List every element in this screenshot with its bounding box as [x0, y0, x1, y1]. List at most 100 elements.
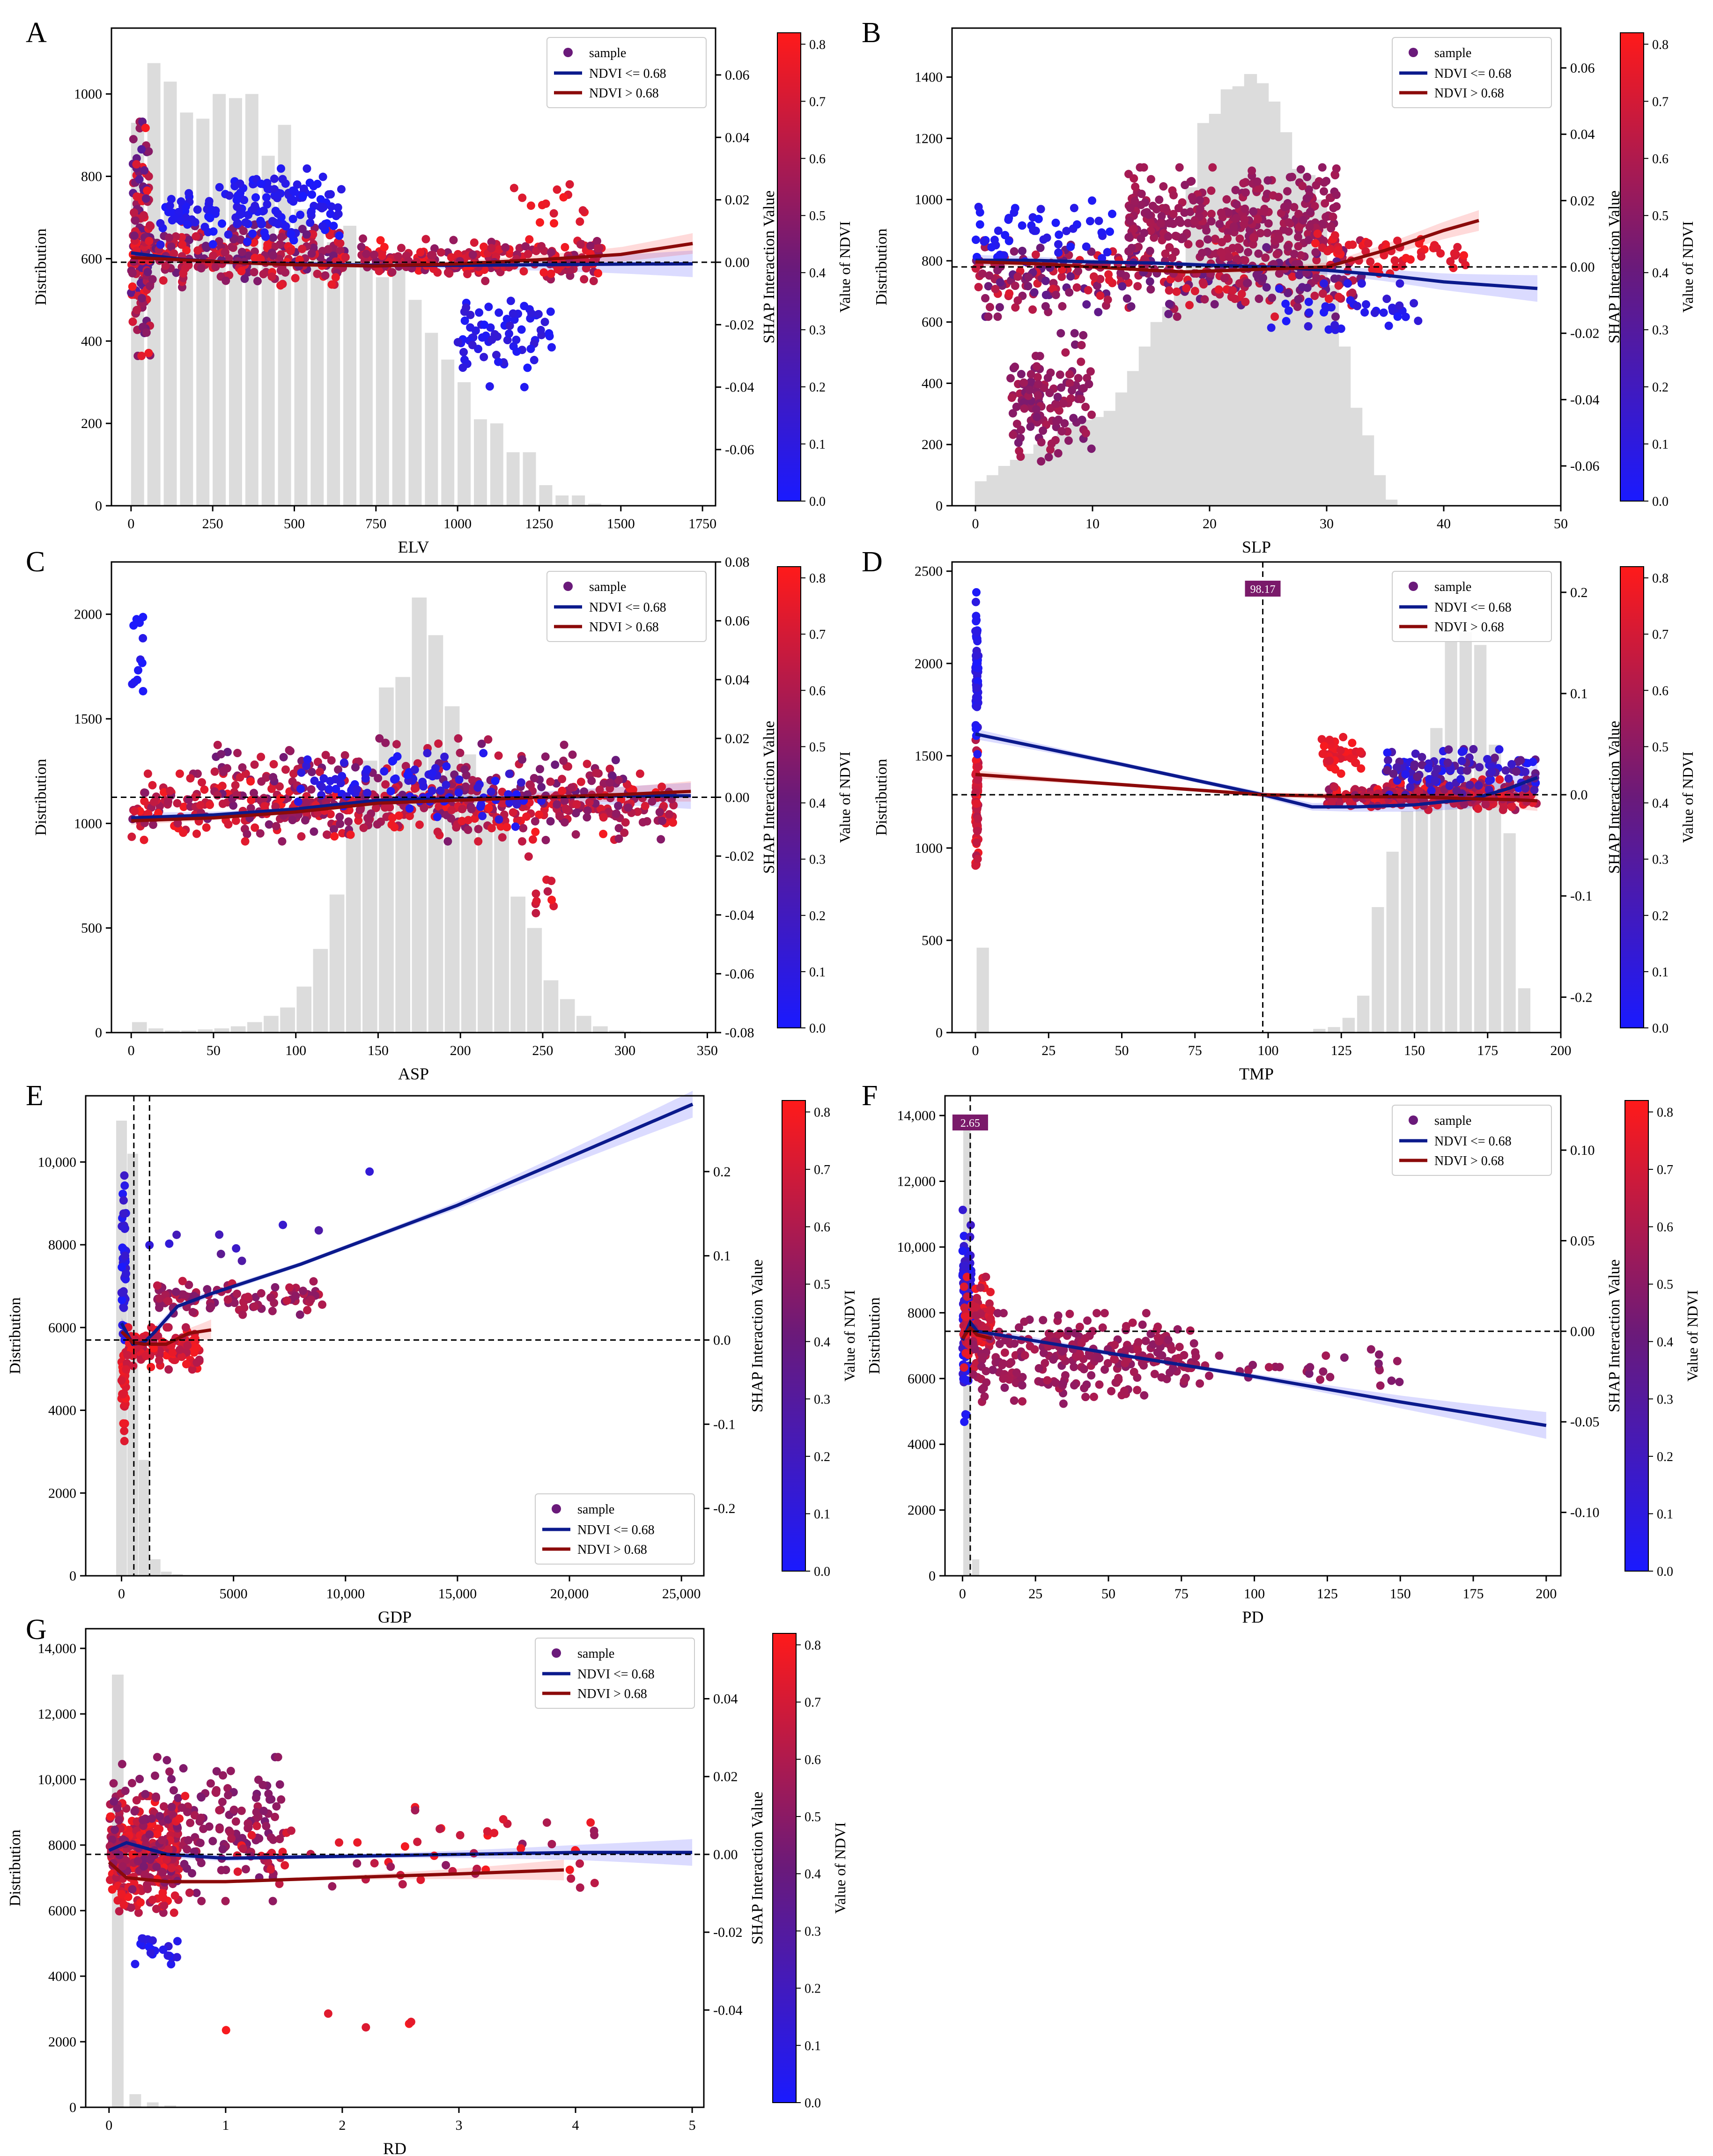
scatter-point	[614, 834, 623, 843]
scatter-point	[115, 1816, 124, 1825]
scatter-point	[1077, 1339, 1086, 1348]
scatter-point	[526, 201, 535, 210]
scatter-point	[149, 1344, 158, 1353]
scatter-point	[185, 1280, 193, 1289]
scatter-point	[131, 216, 140, 225]
colorbar-tick-label: 0.2	[1652, 909, 1669, 923]
scatter-point	[1334, 293, 1343, 302]
hist-bar	[280, 1007, 295, 1033]
scatter-point	[165, 1239, 174, 1248]
scatter-point	[129, 135, 138, 144]
scatter-point	[301, 816, 310, 825]
scatter-point	[148, 781, 157, 790]
scatter-point	[1087, 1371, 1096, 1380]
scatter-point	[430, 244, 439, 253]
scatter-point	[152, 1862, 161, 1871]
scatter-point	[1384, 321, 1393, 330]
scatter-point	[1264, 219, 1273, 228]
scatter-point	[1024, 282, 1033, 291]
scatter-point	[509, 184, 518, 192]
scatter-point	[993, 312, 1002, 321]
hist-bar	[975, 481, 988, 506]
scatter-point	[1393, 312, 1402, 321]
scatter-point	[210, 767, 219, 776]
scatter-point	[531, 827, 540, 836]
scatter-points	[127, 118, 606, 391]
y2-tick-label: 0.2	[1570, 585, 1588, 600]
y2-tick-label: -0.08	[725, 1025, 754, 1041]
scatter-point	[1191, 1352, 1200, 1361]
scatter-point	[244, 251, 253, 260]
panel-E: E0 5000 10,000 15,000 20,000 25,0000200040006…	[7, 1080, 858, 1626]
scatter-point	[539, 268, 548, 277]
y-tick-label: 800	[922, 253, 943, 269]
scatter-point	[442, 781, 450, 790]
scatter-point	[270, 185, 279, 194]
scatter-point	[115, 1851, 124, 1860]
y2-tick-label: 0.1	[1570, 686, 1588, 701]
colorbar-tick-label: 0.8	[1652, 571, 1669, 586]
scatter-point	[376, 236, 385, 245]
scatter-point	[657, 783, 666, 791]
hist-bar	[560, 999, 575, 1033]
hist-bar	[1372, 907, 1384, 1033]
scatter-point	[975, 220, 984, 229]
scatter-point	[1424, 764, 1433, 773]
x-tick-label: 125	[1331, 1043, 1352, 1058]
y-tick-label: 0	[936, 498, 943, 514]
scatter-point	[1058, 1347, 1067, 1356]
scatter-point	[250, 247, 259, 256]
x-tick-label: 150	[368, 1043, 389, 1058]
y2-tick-label: -0.04	[725, 908, 754, 923]
hist-bar	[1337, 347, 1351, 506]
scatter-point	[1242, 279, 1251, 288]
scatter-point	[1331, 312, 1340, 321]
panel-letter-A: A	[26, 17, 47, 49]
scatter-point	[117, 1376, 126, 1385]
scatter-point	[257, 179, 266, 188]
scatter-point	[1334, 281, 1343, 290]
scatter-point	[225, 191, 234, 200]
scatter-point	[1332, 164, 1341, 173]
y2-tick-label: 0.06	[725, 613, 750, 629]
scatter-point	[1070, 204, 1078, 213]
hist-bar	[523, 452, 536, 506]
scatter-point	[344, 817, 353, 826]
scatter-point	[1325, 735, 1334, 744]
scatter-point	[1145, 277, 1154, 286]
scatter-point	[1074, 267, 1083, 276]
y2-tick-label: 0.06	[1570, 60, 1595, 76]
scatter-point	[1410, 299, 1418, 308]
colorbar-tick-label: 0.2	[809, 380, 826, 395]
scatter-point	[120, 1171, 129, 1180]
scatter-point	[1417, 252, 1425, 261]
hist-bar	[1138, 347, 1152, 506]
colorbar-tick-label: 0.0	[809, 495, 826, 509]
scatter-point	[206, 214, 214, 222]
legend-low-label: NDVI <= 0.68	[589, 66, 666, 81]
scatter-point	[1215, 220, 1224, 229]
scatter-point	[275, 782, 284, 791]
scatter-point	[193, 246, 202, 255]
scatter-point	[1210, 300, 1219, 309]
scatter-point	[1169, 210, 1178, 219]
y2-tick-label: -0.06	[725, 442, 754, 458]
scatter-point	[1158, 1351, 1167, 1360]
scatter-point	[454, 788, 463, 797]
scatter-point	[191, 218, 199, 227]
hist-bar	[1357, 996, 1370, 1033]
legend-sample-label: sample	[1434, 1114, 1471, 1128]
scatter-point	[484, 303, 493, 311]
legend-low-label: NDVI <= 0.68	[589, 600, 666, 615]
scatter-point	[208, 240, 217, 249]
scatter-point	[326, 209, 335, 218]
hist-bar	[1103, 411, 1117, 506]
scatter-point	[129, 621, 138, 630]
scatter-point	[1387, 1376, 1396, 1385]
scatter-point	[1318, 749, 1327, 758]
y-tick-label: 10,000	[897, 1240, 936, 1255]
y-tick-label: 4000	[48, 1403, 76, 1418]
scatter-point	[260, 802, 269, 811]
scatter-point	[231, 816, 240, 825]
scatter-point	[237, 267, 246, 276]
